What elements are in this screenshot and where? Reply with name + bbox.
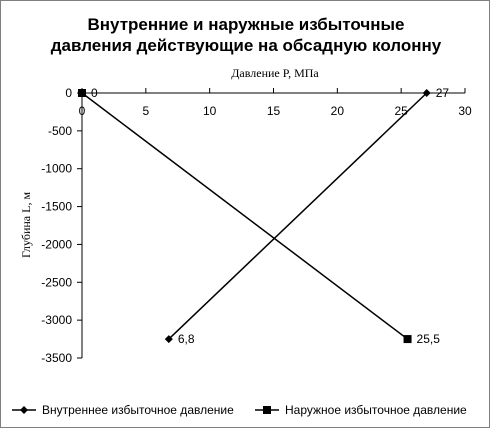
data-point-1-1 bbox=[422, 89, 431, 97]
x-tick-label: 0 bbox=[79, 104, 86, 118]
y-tick-label: -500 bbox=[48, 124, 72, 138]
data-label-1-1: 27 bbox=[436, 86, 450, 100]
data-label-1-2: 6,8 bbox=[178, 332, 195, 346]
chart-title: Внутренние и наружные избыточные давлени… bbox=[0, 14, 492, 56]
series-line-2 bbox=[81, 92, 409, 340]
y-tick-label: -1000 bbox=[41, 162, 72, 176]
y-tick-label: 0 bbox=[65, 86, 72, 100]
y-tick-label: -3500 bbox=[41, 351, 72, 365]
legend: Внутреннее избыточное давление Наружное и… bbox=[12, 403, 467, 417]
data-point-2-2 bbox=[403, 335, 412, 344]
legend-marker-2 bbox=[263, 406, 271, 414]
y-tick-label: -2000 bbox=[41, 237, 72, 251]
y-tick-label: -3000 bbox=[41, 313, 72, 327]
y-axis-title: Глубина L, м bbox=[19, 192, 33, 258]
data-point-1-2 bbox=[164, 335, 173, 344]
x-tick-label: 30 bbox=[458, 104, 472, 118]
y-tick-label: -2500 bbox=[41, 275, 72, 289]
x-axis-title: Давление P, МПа bbox=[231, 66, 319, 80]
data-label-2-1: 0 bbox=[91, 86, 98, 100]
chart-title-line-1: Внутренние и наружные избыточные bbox=[87, 15, 405, 34]
x-tick-label: 25 bbox=[394, 104, 408, 118]
legend-entry-1: Внутреннее избыточное давление bbox=[42, 403, 234, 417]
series-line-1 bbox=[168, 92, 428, 340]
legend-marker-1 bbox=[20, 406, 28, 414]
series-layer: 27 6,8 0 25,5 bbox=[78, 86, 449, 346]
data-label-2-2: 25,5 bbox=[417, 332, 441, 346]
y-tick-label: -1500 bbox=[41, 200, 72, 214]
x-tick-label: 10 bbox=[203, 104, 217, 118]
data-point-2-1 bbox=[78, 89, 86, 97]
legend-entry-2: Наружное избыточное давление bbox=[285, 403, 467, 417]
x-tick-label: 15 bbox=[267, 104, 281, 118]
x-tick-label: 20 bbox=[331, 104, 345, 118]
x-tick-label: 5 bbox=[142, 104, 149, 118]
chart-title-line-2: давления действующие на обсадную колонну bbox=[50, 36, 442, 55]
